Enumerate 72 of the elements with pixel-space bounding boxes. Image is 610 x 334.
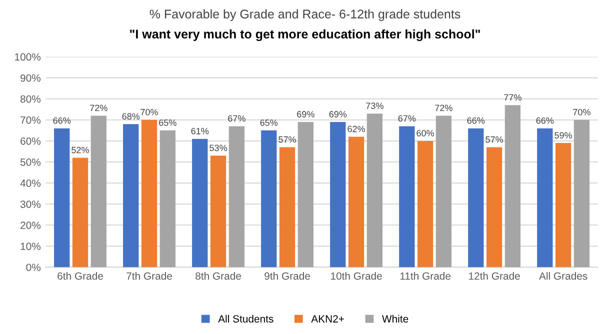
- y-tick-label: 90%: [20, 74, 41, 82]
- bar: [366, 114, 382, 268]
- data-label: 52%: [72, 146, 89, 154]
- x-tick-label: 10th Grade: [331, 272, 382, 280]
- data-label: 62%: [348, 126, 365, 132]
- bar: [210, 156, 226, 268]
- x-tick-label: 6th Grade: [58, 272, 103, 280]
- data-label: 70%: [140, 108, 158, 116]
- bar: [54, 128, 70, 268]
- legend-label: All Students: [218, 314, 274, 323]
- data-label: 70%: [573, 108, 590, 116]
- y-tick-label: 0%: [26, 264, 41, 272]
- data-label: 65%: [260, 119, 278, 126]
- data-label: 66%: [467, 117, 485, 124]
- bar: [504, 105, 521, 268]
- y-tick-label: 70%: [20, 116, 41, 124]
- data-label: 68%: [122, 113, 140, 120]
- data-label: 67%: [398, 115, 416, 122]
- bar: [486, 147, 502, 268]
- y-tick-label: 50%: [20, 158, 41, 166]
- x-tick-label: All Grades: [539, 272, 588, 280]
- x-tick-label: 7th Grade: [126, 272, 172, 280]
- bar: [555, 143, 572, 268]
- y-tick-label: 40%: [20, 180, 41, 187]
- data-label: 77%: [504, 94, 522, 101]
- bar: [436, 116, 452, 268]
- data-label: 72%: [435, 104, 452, 112]
- data-label: 66%: [53, 117, 71, 124]
- bar: [192, 138, 208, 268]
- bar: [574, 120, 590, 268]
- bar: [399, 126, 415, 268]
- x-tick-label: 9th Grade: [264, 272, 310, 280]
- chart-subtitle: "I want very much to get more education after high school": [130, 29, 480, 42]
- y-tick-label: 80%: [20, 95, 41, 103]
- bar: [348, 136, 364, 268]
- data-label: 69%: [329, 111, 347, 118]
- y-tick-label: 10%: [20, 242, 41, 250]
- data-label: 60%: [416, 130, 434, 136]
- data-label: 65%: [159, 119, 176, 126]
- bar: [160, 130, 176, 268]
- bar: [468, 128, 484, 268]
- bar: [279, 147, 296, 268]
- bar: [123, 124, 139, 268]
- data-label: 67%: [228, 115, 246, 122]
- data-label: 72%: [90, 104, 108, 112]
- bar: [141, 120, 158, 268]
- bar: [72, 158, 88, 268]
- y-tick-label: 30%: [20, 200, 41, 208]
- data-label: 53%: [210, 144, 227, 152]
- data-label: 57%: [486, 136, 504, 143]
- bar: [417, 140, 434, 268]
- y-tick-label: 60%: [20, 137, 41, 145]
- data-label: 73%: [366, 102, 384, 110]
- y-tick-label: 20%: [20, 222, 41, 229]
- data-label: 69%: [297, 111, 314, 118]
- x-tick-label: 8th Grade: [196, 272, 241, 280]
- bar: [90, 116, 106, 268]
- data-label: 66%: [536, 117, 554, 124]
- bar: [228, 126, 244, 268]
- data-label: 61%: [191, 128, 209, 134]
- x-tick-label: 11th Grade: [400, 272, 450, 280]
- legend-label: AKN2+: [311, 315, 344, 322]
- y-tick-label: 100%: [15, 53, 41, 61]
- x-tick-label: 12th Grade: [469, 272, 520, 280]
- bar: [261, 130, 277, 268]
- chart-title: % Favorable by Grade and Race- 6-12th grade students: [150, 9, 460, 21]
- data-label: 57%: [278, 136, 296, 143]
- data-label: 59%: [554, 132, 572, 138]
- bar: [537, 128, 553, 268]
- legend-label: White: [382, 314, 408, 323]
- bar: [298, 122, 314, 268]
- bar: [330, 122, 346, 268]
